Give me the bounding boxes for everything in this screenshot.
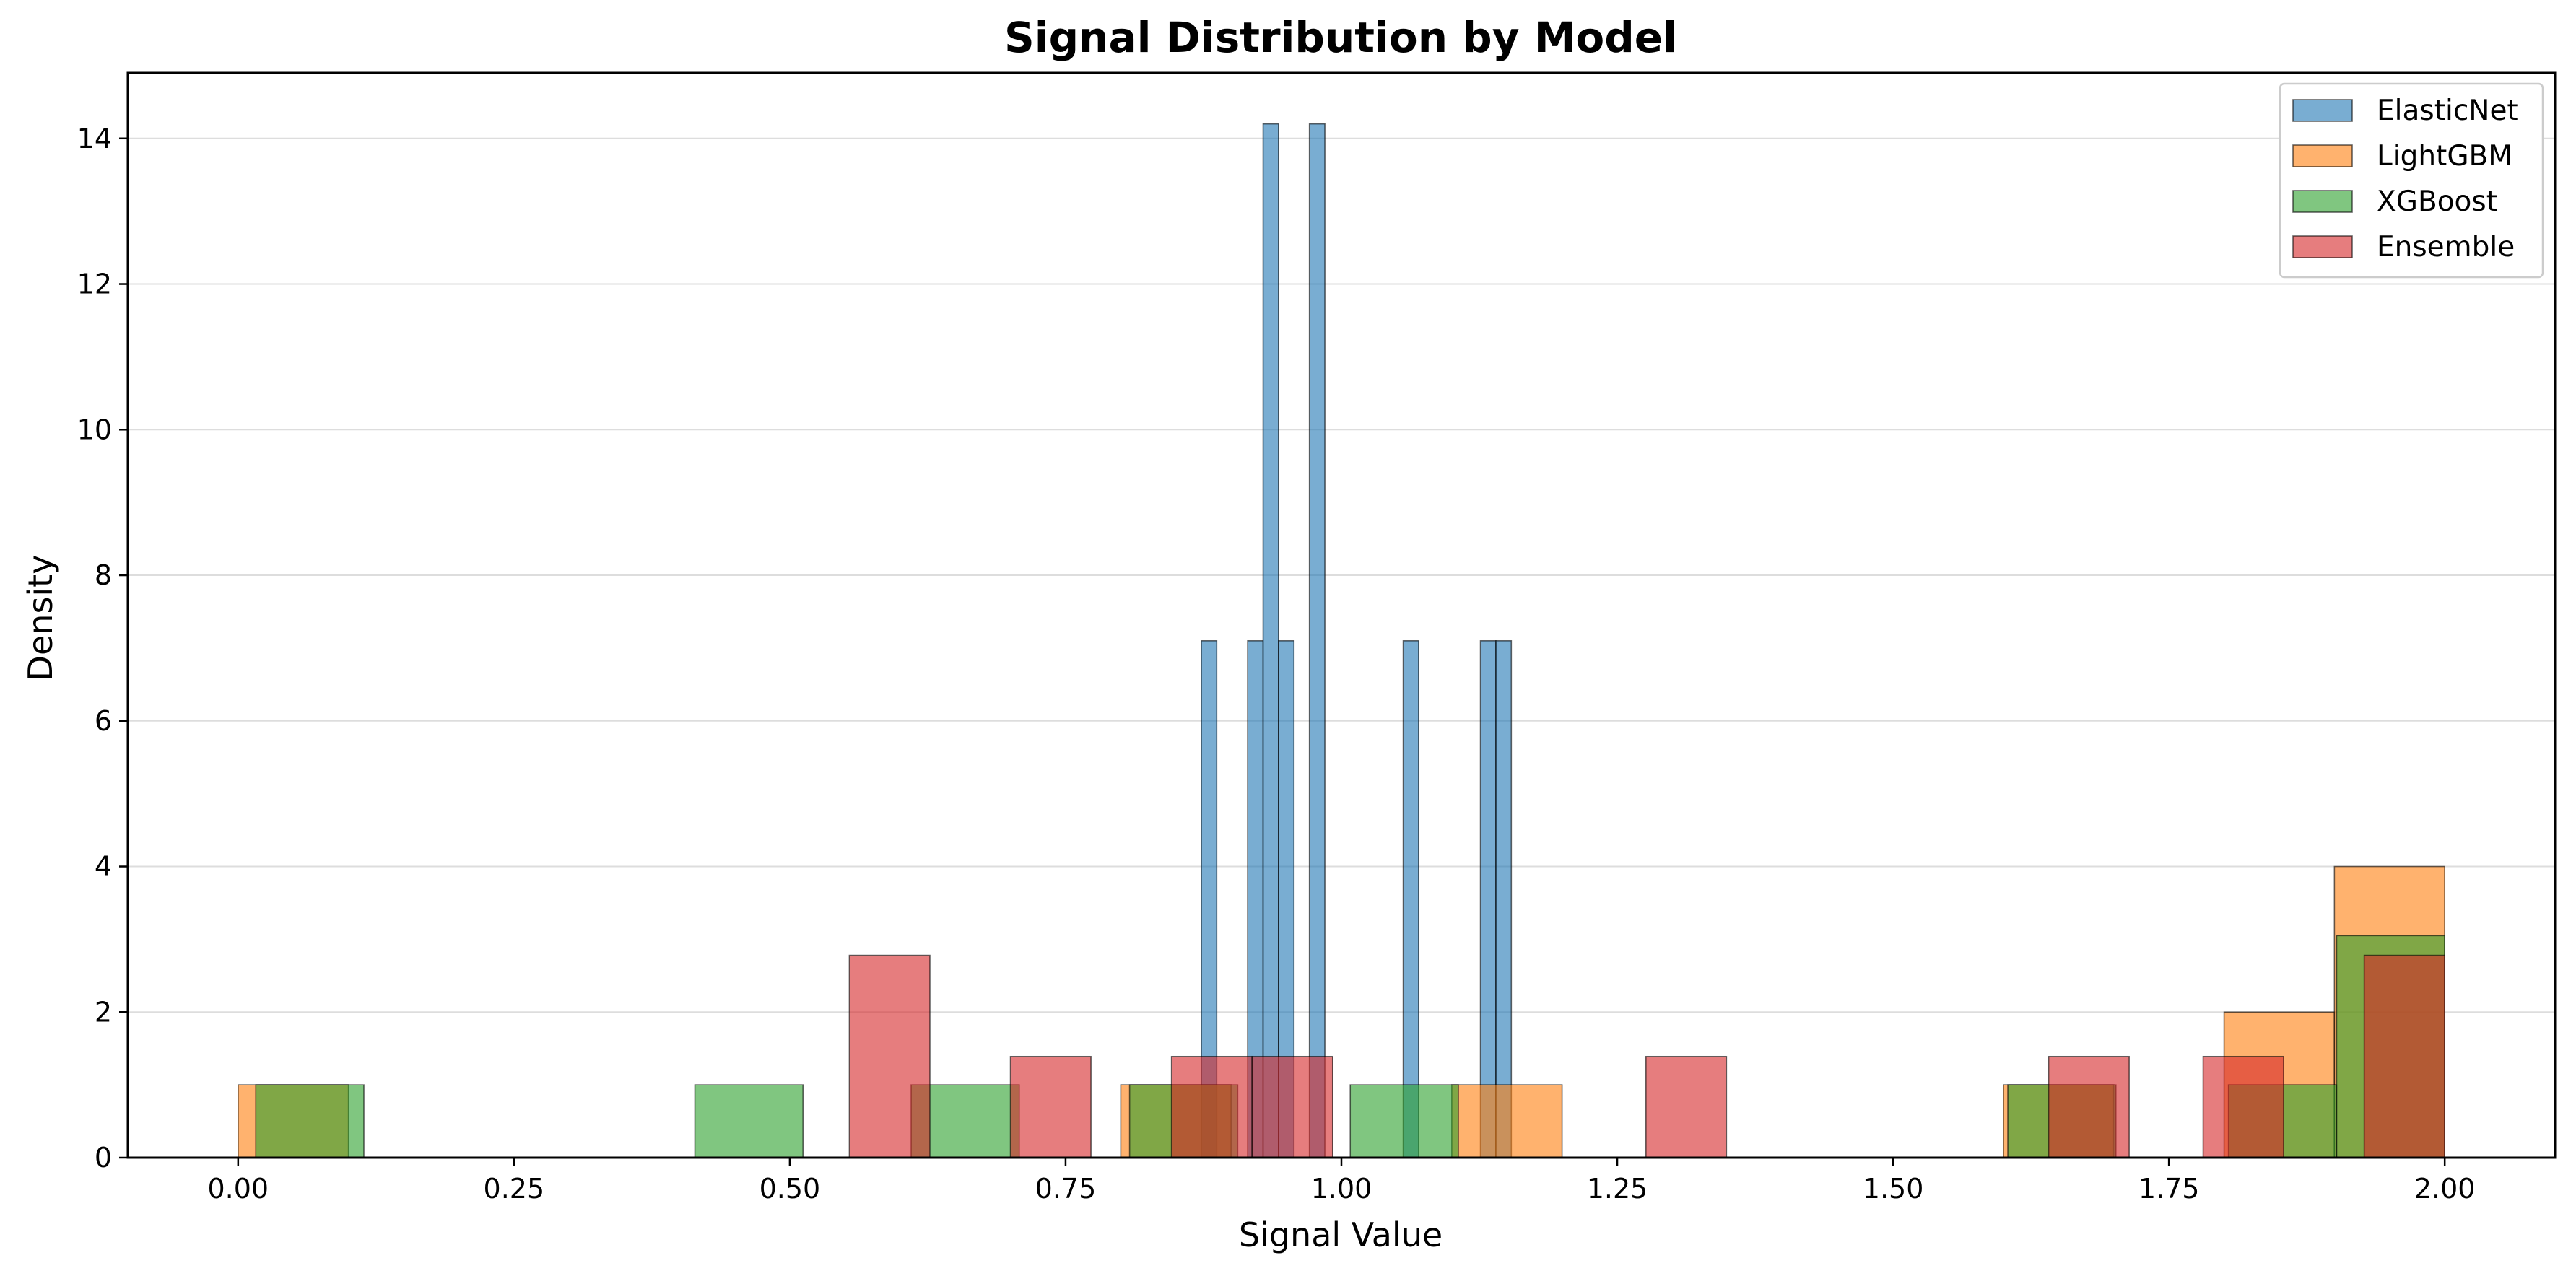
y-tick-label: 10 <box>77 414 112 445</box>
x-tick-label: 1.50 <box>1863 1173 1924 1205</box>
legend-box <box>2279 82 2544 279</box>
histogram-bar-elasticnet <box>1495 640 1513 1158</box>
histogram-bar-ensemble <box>1251 1055 1333 1158</box>
x-axis-ticks: 0.00 0.25 0.50 0.75 1.00 1.25 1.50 1.75 2.00 <box>208 1158 2476 1205</box>
x-tick-label: 0.25 <box>484 1173 545 1205</box>
histogram-bar-elasticnet <box>1479 640 1497 1158</box>
legend-swatch-lightgbm <box>2292 144 2353 167</box>
histogram-bar-elasticnet <box>1308 123 1326 1158</box>
legend-swatch-xgboost <box>2292 190 2353 213</box>
histogram-bar-elasticnet <box>1402 640 1419 1158</box>
legend-label-xgboost: XGBoost <box>2377 185 2497 218</box>
y-tick-label: 12 <box>77 268 112 300</box>
histogram-bar-ensemble <box>848 954 931 1158</box>
y-tick-label: 6 <box>95 705 112 737</box>
histogram-bar-xgboost <box>255 1084 365 1158</box>
histogram-bar-elasticnet <box>1262 123 1279 1158</box>
y-axis-ticks: 0 2 4 6 8 10 12 14 <box>77 123 128 1174</box>
legend-label-ensemble: Ensemble <box>2377 231 2515 263</box>
histogram-bar-ensemble <box>2202 1055 2284 1158</box>
legend-swatch-ensemble <box>2292 235 2353 258</box>
y-tick-label: 14 <box>77 123 112 154</box>
histogram-bar-ensemble <box>1645 1055 1728 1158</box>
x-tick-label: 0.50 <box>760 1173 821 1205</box>
x-tick-label: 1.25 <box>1587 1173 1648 1205</box>
x-tick-label: 1.00 <box>1311 1173 1372 1205</box>
x-tick-label: 0.75 <box>1035 1173 1097 1205</box>
y-tick-label: 2 <box>95 996 112 1028</box>
histogram-bar-xgboost <box>694 1084 804 1158</box>
x-tick-label: 0.00 <box>208 1173 269 1205</box>
chart-title: Signal Distribution by Model <box>1004 13 1677 62</box>
y-axis-label: Density <box>21 555 60 681</box>
x-tick-label: 1.75 <box>2138 1173 2200 1205</box>
y-tick-label: 0 <box>95 1142 112 1174</box>
x-tick-label: 2.00 <box>2414 1173 2476 1205</box>
chart-legend: ElasticNet LightGBM XGBoost Ensemble <box>2279 82 2544 279</box>
y-tick-label: 8 <box>95 559 112 591</box>
x-axis-label: Signal Value <box>1239 1215 1443 1254</box>
histogram-bar-ensemble <box>2048 1055 2130 1158</box>
legend-label-elasticnet: ElasticNet <box>2377 95 2518 127</box>
legend-swatch-elasticnet <box>2292 99 2353 122</box>
y-tick-label: 4 <box>95 851 112 883</box>
histogram-bar-ensemble <box>1009 1055 1092 1158</box>
histogram-bar-ensemble <box>2363 954 2445 1158</box>
histogram-bar-ensemble <box>1170 1055 1253 1158</box>
histogram-bar-lightgbm <box>1451 1084 1563 1158</box>
legend-label-lightgbm: LightGBM <box>2377 140 2512 172</box>
histogram-bar-xgboost <box>1349 1084 1459 1158</box>
